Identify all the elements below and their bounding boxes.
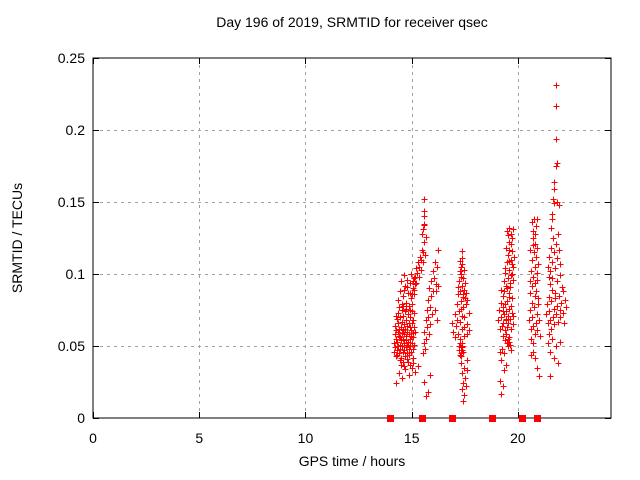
y-tick-label: 0.05 bbox=[58, 338, 85, 354]
data-series bbox=[387, 82, 570, 422]
y-axis-label: SRMTID / TECUs bbox=[9, 183, 25, 293]
y-tick-label: 0.25 bbox=[58, 50, 85, 66]
x-tick-label: 10 bbox=[298, 430, 314, 446]
x-tick-label: 15 bbox=[404, 430, 420, 446]
x-tick-label: 20 bbox=[510, 430, 526, 446]
y-tick-label: 0 bbox=[77, 410, 85, 426]
x-tick-label: 5 bbox=[195, 430, 203, 446]
plot-border bbox=[92, 57, 612, 419]
y-tick-label: 0.15 bbox=[58, 194, 85, 210]
x-tick-label: 0 bbox=[89, 430, 97, 446]
scatter-series-srmtid bbox=[391, 82, 570, 405]
x-tick-labels: 0 5 10 15 20 bbox=[89, 430, 526, 446]
y-tick-label: 0.1 bbox=[66, 266, 86, 282]
x-axis-label: GPS time / hours bbox=[299, 453, 406, 469]
y-tick-label: 0.2 bbox=[66, 122, 86, 138]
chart-title: Day 196 of 2019, SRMTID for receiver qse… bbox=[216, 14, 488, 30]
gridlines bbox=[93, 58, 611, 418]
marker-series-baseline-events bbox=[387, 415, 541, 422]
y-tick-labels: 0 0.05 0.1 0.15 0.2 0.25 bbox=[58, 50, 85, 426]
